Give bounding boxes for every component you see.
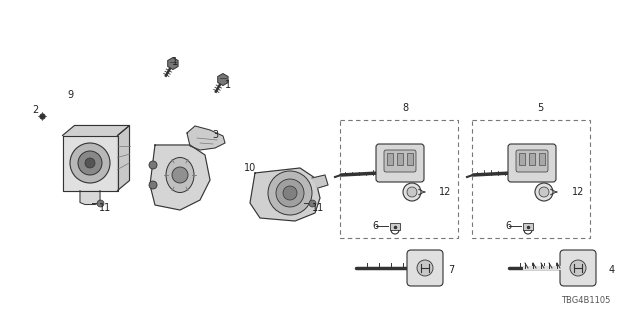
FancyBboxPatch shape [384, 150, 416, 172]
Bar [523, 223, 533, 230]
Text: 7: 7 [448, 265, 454, 275]
Circle shape [149, 161, 157, 169]
Circle shape [407, 187, 417, 197]
Text: 6: 6 [372, 221, 378, 231]
Polygon shape [187, 126, 225, 150]
Text: 11: 11 [312, 203, 324, 213]
FancyBboxPatch shape [516, 150, 548, 172]
Bar [519, 153, 525, 165]
Polygon shape [118, 125, 129, 190]
Bar [407, 153, 413, 165]
Circle shape [283, 186, 297, 200]
FancyBboxPatch shape [407, 250, 443, 286]
Text: 1: 1 [225, 80, 231, 90]
Bar [472, 120, 590, 238]
Circle shape [539, 187, 549, 197]
Polygon shape [312, 175, 328, 188]
Circle shape [172, 167, 188, 183]
Circle shape [276, 179, 304, 207]
Text: 6: 6 [505, 221, 511, 231]
Text: 4: 4 [609, 265, 615, 275]
Circle shape [85, 158, 95, 168]
Circle shape [78, 151, 102, 175]
Circle shape [417, 260, 433, 276]
Circle shape [403, 183, 421, 201]
Text: 3: 3 [212, 130, 218, 140]
FancyBboxPatch shape [560, 250, 596, 286]
Polygon shape [218, 74, 228, 85]
Bar [397, 153, 403, 165]
Text: 12: 12 [572, 187, 584, 197]
Polygon shape [168, 58, 178, 69]
Circle shape [268, 171, 312, 215]
Text: TBG4B1105: TBG4B1105 [561, 296, 610, 305]
Text: 11: 11 [99, 203, 111, 213]
Circle shape [149, 181, 157, 189]
Bar [387, 153, 393, 165]
Text: 9: 9 [67, 90, 73, 100]
Polygon shape [250, 168, 320, 221]
Bar [390, 223, 400, 230]
Text: 5: 5 [537, 103, 543, 113]
FancyBboxPatch shape [376, 144, 424, 182]
Text: 10: 10 [244, 163, 256, 173]
Circle shape [570, 260, 586, 276]
Text: 8: 8 [402, 103, 408, 113]
Ellipse shape [166, 157, 194, 193]
Text: 12: 12 [439, 187, 451, 197]
Polygon shape [80, 190, 100, 204]
Text: 2: 2 [32, 105, 38, 115]
Circle shape [535, 183, 553, 201]
Bar [529, 153, 535, 165]
Bar [340, 120, 458, 238]
Polygon shape [63, 135, 118, 190]
Bar [539, 153, 545, 165]
Polygon shape [150, 145, 210, 210]
FancyBboxPatch shape [508, 144, 556, 182]
Text: 1: 1 [172, 57, 178, 67]
Circle shape [70, 143, 110, 183]
Polygon shape [63, 125, 129, 135]
